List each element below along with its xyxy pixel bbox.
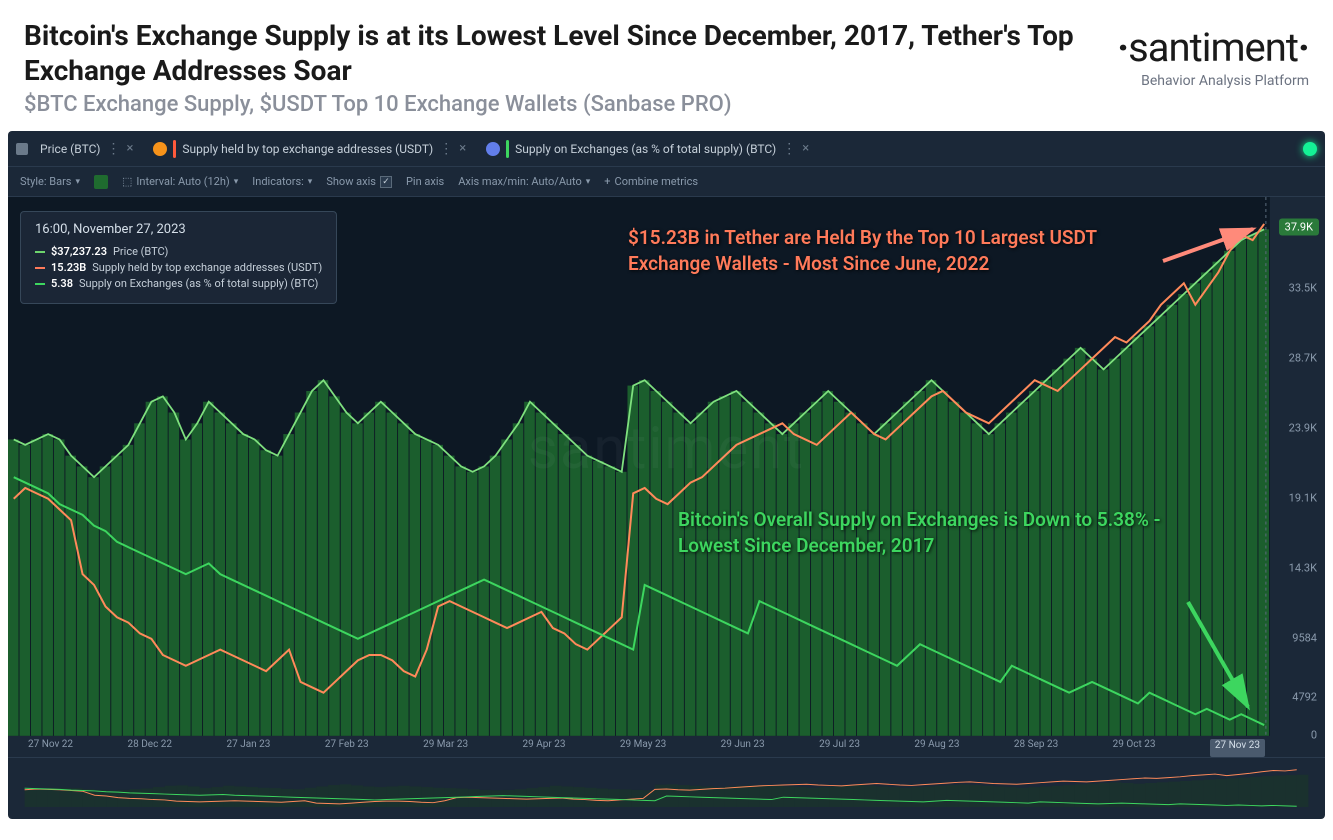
tooltip-label: Supply held by top exchange addresses (U… — [92, 261, 322, 274]
x-tick-label: 29 Aug 23 — [914, 739, 959, 757]
chart-tooltip: 16:00, November 27, 2023 $37,237.23 Price… — [20, 211, 337, 304]
pin-axis-control[interactable]: Pin axis — [406, 175, 444, 188]
x-tick-label: 27 Jan 23 — [226, 739, 270, 757]
chart-panel: Price (BTC) ⋮ × Supply held by top exchange… — [8, 131, 1325, 819]
y-axis: 37.9K 33.5K 28.7K 23.9K 19.1K 14.3K 9584 4792 0 — [1275, 197, 1325, 757]
status-indicator — [1303, 142, 1317, 156]
tooltip-label: Price (BTC) — [113, 245, 168, 258]
tab-label: Supply on Exchanges (as % of total suppl… — [515, 142, 776, 156]
tooltip-value: $37,237.23 — [51, 245, 107, 258]
tabs-bar: Price (BTC) ⋮ × Supply held by top exchange… — [8, 131, 1325, 167]
axis-minmax-control[interactable]: Axis max/min: Auto/Auto ▾ — [458, 175, 590, 188]
tooltip-value: 5.38 — [51, 277, 73, 290]
y-tick-label: 23.9K — [1289, 422, 1317, 435]
tooltip-swatch — [35, 283, 45, 285]
x-tick-label: 27 Feb 23 — [325, 739, 369, 757]
tab-close-icon[interactable]: × — [459, 141, 466, 156]
tab-label: Price (BTC) — [40, 142, 100, 156]
x-tick-label: 28 Dec 22 — [128, 739, 173, 757]
style-swatch — [94, 175, 108, 189]
x-tick-label: 27 Nov 23 — [1210, 739, 1265, 757]
show-axis-control[interactable]: Show axis ✓ — [326, 175, 392, 188]
indicators-control[interactable]: Indicators: ▾ — [252, 175, 312, 188]
tab-close-icon[interactable]: × — [126, 141, 133, 156]
arrow-green — [1178, 592, 1268, 722]
style-control[interactable]: Style: Bars ▾ — [20, 175, 80, 188]
x-axis: 27 Nov 22 28 Dec 22 27 Jan 23 27 Feb 23 29 M… — [8, 735, 1275, 757]
x-tick-label: 29 Mar 23 — [423, 739, 468, 757]
tooltip-label: Supply on Exchanges (as % of total suppl… — [79, 277, 318, 290]
x-tick-label: 29 Apr 23 — [523, 739, 566, 757]
coin-icon — [153, 142, 167, 156]
y-tick-label: 33.5K — [1289, 282, 1317, 295]
y-tick-label: 28.7K — [1289, 352, 1317, 365]
brand-block: ·santiment· Behavior Analysis Platform — [1117, 18, 1309, 89]
tab-menu-icon[interactable]: ⋮ — [782, 141, 796, 157]
annotation-usdt: $15.23B in Tether are Held By the Top 10… — [628, 225, 1158, 276]
combine-metrics-control[interactable]: + Combine metrics — [604, 175, 698, 188]
lock-icon — [16, 143, 28, 155]
x-tick-label: 29 Oct 23 — [1113, 739, 1156, 757]
tooltip-row: 5.38 Supply on Exchanges (as % of total s… — [35, 277, 322, 290]
series-marker — [173, 140, 176, 158]
mini-chart[interactable] — [8, 757, 1325, 807]
tab-menu-icon[interactable]: ⋮ — [106, 141, 120, 157]
controls-bar: Style: Bars ▾ ⬚ Interval: Auto (12h) ▾ I… — [8, 167, 1325, 197]
x-tick-label: 29 May 23 — [620, 739, 666, 757]
chart-area[interactable]: santiment 16:00, November 27, 2023 $37,2… — [8, 197, 1325, 757]
tooltip-row: $37,237.23 Price (BTC) — [35, 245, 322, 258]
x-tick-label: 29 Jul 23 — [819, 739, 860, 757]
y-tick-label: 4792 — [1292, 691, 1317, 704]
metric-tab[interactable]: Supply held by top exchange addresses (U… — [145, 136, 474, 162]
tooltip-swatch — [35, 251, 45, 253]
y-tick-label: 0 — [1311, 729, 1317, 742]
series-marker — [506, 140, 509, 158]
tooltip-timestamp: 16:00, November 27, 2023 — [35, 222, 322, 237]
y-axis-badge: 37.9K — [1279, 218, 1319, 235]
page-subtitle: $BTC Exchange Supply, $USDT Top 10 Excha… — [24, 92, 1117, 117]
tab-menu-icon[interactable]: ⋮ — [439, 141, 453, 157]
tooltip-swatch — [35, 267, 45, 269]
brand-tagline: Behavior Analysis Platform — [1117, 73, 1309, 89]
tooltip-row: 15.23B Supply held by top exchange addres… — [35, 261, 322, 274]
metric-tab[interactable]: Supply on Exchanges (as % of total suppl… — [478, 136, 817, 162]
page-title: Bitcoin's Exchange Supply is at its Lowe… — [24, 18, 1117, 88]
tooltip-value: 15.23B — [51, 261, 86, 274]
tab-close-icon[interactable]: × — [802, 141, 809, 156]
x-tick-label: 27 Nov 22 — [28, 739, 73, 757]
x-tick-label: 29 Jun 23 — [721, 739, 765, 757]
header: Bitcoin's Exchange Supply is at its Lowe… — [0, 0, 1333, 125]
coin-icon — [486, 142, 500, 156]
annotation-btc-exchange: Bitcoin's Overall Supply on Exchanges is… — [678, 507, 1168, 558]
metric-tab[interactable]: Price (BTC) ⋮ × — [32, 136, 141, 162]
y-tick-label: 9584 — [1292, 632, 1317, 645]
tab-label: Supply held by top exchange addresses (U… — [182, 142, 433, 156]
interval-control[interactable]: ⬚ Interval: Auto (12h) ▾ — [122, 175, 238, 188]
x-tick-label: 28 Sep 23 — [1014, 739, 1058, 757]
brand-logo: ·santiment· — [1117, 24, 1309, 71]
y-tick-label: 19.1K — [1289, 492, 1317, 505]
arrow-red — [1158, 221, 1268, 271]
y-tick-label: 14.3K — [1289, 562, 1317, 575]
